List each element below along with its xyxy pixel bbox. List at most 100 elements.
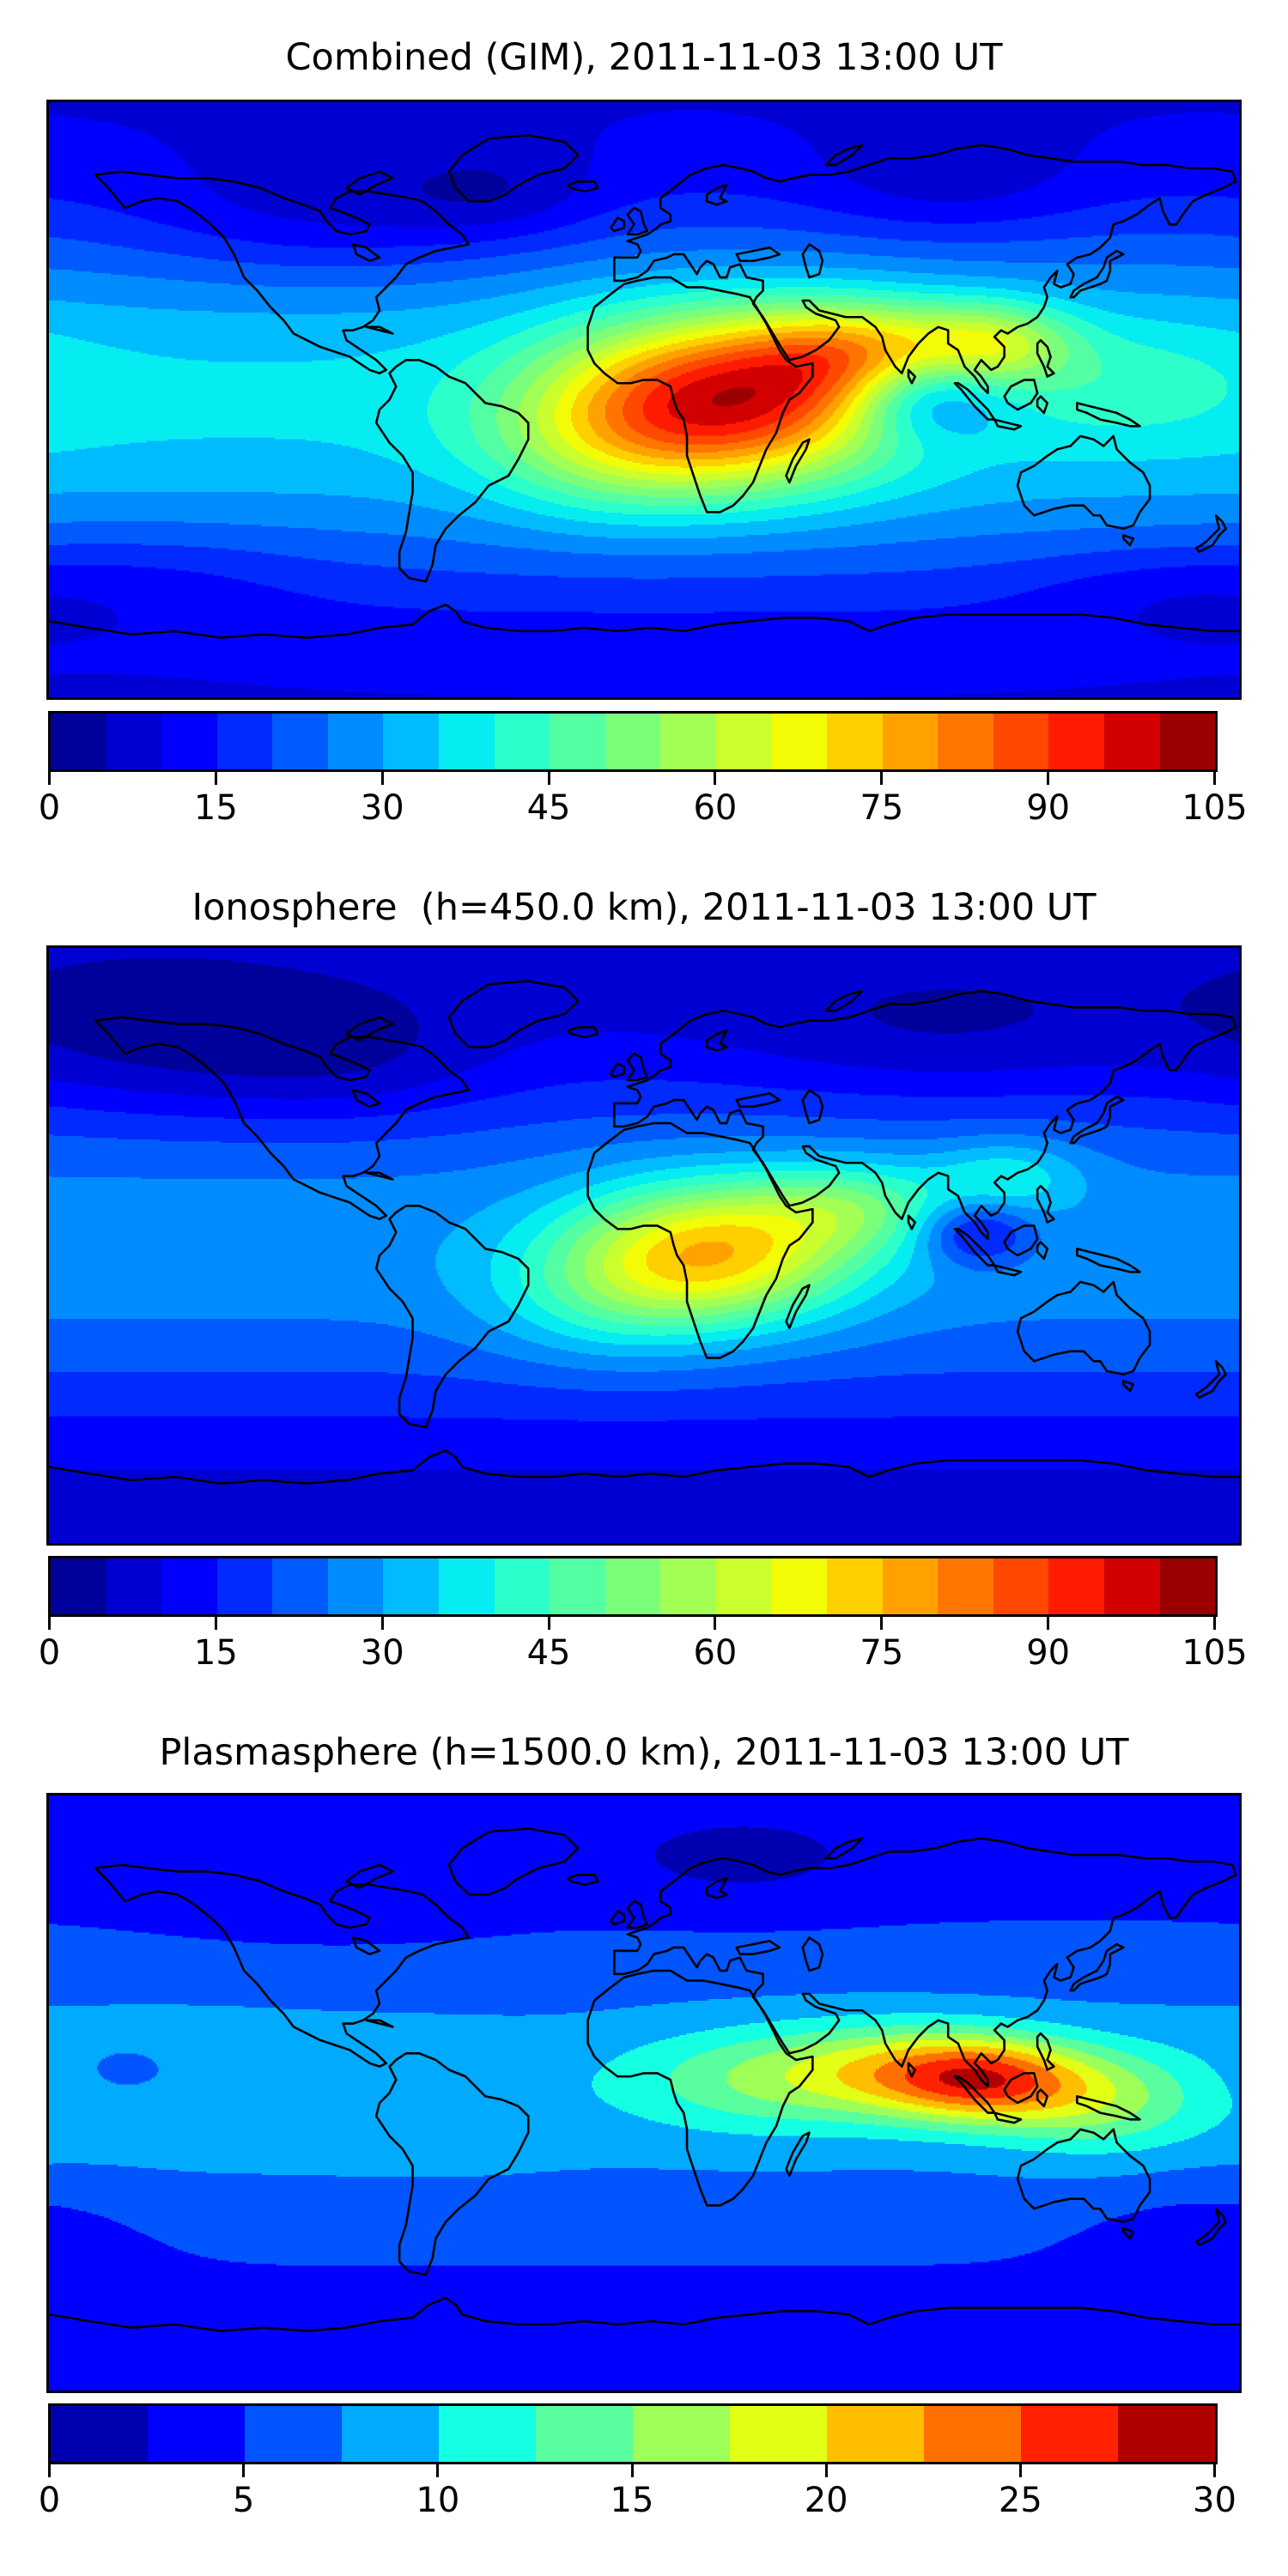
colorbar-segment [536,2406,633,2462]
coastline-baffin [347,1018,393,1041]
colorbar-segment [993,1558,1049,1614]
colorbar-segment [827,1558,883,1614]
colorbar-plasmasphere [48,2403,1218,2464]
colorbar-tickmark [214,1617,217,1630]
coastline-novaya-zemlya [826,1838,862,1858]
coastline-great-lakes [353,1091,380,1107]
colorbar-tick-label: 90 [1026,788,1071,828]
colorbar-tickmark [547,1617,550,1630]
tec-field-canvas [49,948,1239,1543]
coastline-africa [588,1971,813,2205]
coastlines-overlay [49,948,1239,1543]
colorbar-segment [272,1558,328,1614]
colorbar-tick-label: 45 [526,788,571,828]
colorbar-segment [771,1558,828,1614]
coastline-japan [1071,251,1124,297]
coastline-madagascar [787,1285,810,1328]
coastline-japan [1071,1944,1124,1990]
coastline-java [994,2113,1021,2123]
coastline-new-guinea [1077,1249,1139,1272]
colorbar-segment [1103,1558,1160,1614]
colorbar-segment [715,714,772,769]
coastline-sri-lanka [908,370,915,383]
colorbar-segment [1118,2406,1215,2462]
colorbar-tickmark [547,772,550,785]
colorbar-tickmark [48,772,51,785]
colorbar-tickmark [714,772,717,785]
colorbar-tick-label: 60 [693,1633,738,1673]
colorbar-tickmark [1213,2464,1216,2477]
coastline-sulawesi [1037,1242,1048,1259]
colorbar-tick-label: 30 [360,788,404,828]
colorbar-segment [51,714,106,769]
coastline-ireland [611,1911,624,1924]
colorbar-tickmark [1213,1617,1216,1630]
colorbar-tick-label: 15 [193,1633,238,1673]
coastline-black-sea [737,1093,780,1106]
coastline-greenland [449,136,578,202]
coastline-borneo [1005,2073,1038,2103]
colorbar-segment [1048,714,1104,769]
coastline-antarctica [49,605,1239,638]
figure-title-plasmasphere: Plasmasphere (h=1500.0 km), 2011-11-03 1… [159,1731,1129,1774]
colorbar-tick-label: 90 [1026,1633,1071,1673]
coastline-novaya-zemlya [826,991,862,1011]
coastline-north-america [95,172,469,374]
colorbar-tick-label: 15 [610,2481,654,2520]
map-panel-plasmasphere [46,1793,1242,2393]
colorbar-tick-label: 75 [860,788,904,828]
coastline-north-america [95,1018,469,1219]
colorbar-segment [993,714,1049,769]
colorbar-tick-label: 10 [416,2481,460,2520]
colorbar-tick-label: 20 [804,2481,848,2520]
colorbar-segment [148,2406,245,2462]
colorbar-tickmark [380,1617,384,1630]
coastline-philippines [1037,340,1054,376]
colorbar-tickmark [48,2464,51,2477]
colorbar-segment [771,714,828,769]
colorbar-segment [106,714,162,769]
colorbar-segment [161,1558,217,1614]
figure-title-ionosphere: Ionosphere (h=450.0 km), 2011-11-03 13:0… [191,886,1097,929]
colorbar-tickmark [1047,1617,1050,1630]
coastline-australia [1018,436,1150,529]
colorbar-segment [327,1558,384,1614]
coastline-antarctica [49,1450,1239,1484]
coastline-sumatra [955,383,994,419]
coastline-java [994,420,1021,430]
coastline-cuba [367,2020,393,2027]
coastline-australia [1018,1282,1150,1375]
coastline-novaya-zemlya [826,145,862,165]
colorbar-segment [660,714,716,769]
colorbar-segment [1103,714,1160,769]
coastline-baltic [707,1030,726,1050]
coastline-great-lakes [353,245,380,261]
coastline-tasmania [1123,535,1133,545]
coastline-borneo [1005,1225,1038,1255]
coastline-new-zealand [1196,1361,1226,1397]
coastline-new-zealand [1196,2208,1226,2245]
colorbar-segment [1021,2406,1118,2462]
coastline-africa [588,277,813,512]
coastline-new-guinea [1077,403,1139,426]
colorbar-segment [51,2406,148,2462]
colorbar-tick-label: 0 [38,2481,61,2520]
coastline-eurasia [614,145,1236,393]
colorbar-segment [1048,1558,1104,1614]
coastline-iceland [568,1027,598,1037]
tec-field-canvas [49,102,1239,697]
colorbar-segment [938,1558,993,1614]
colorbar-segment [550,1558,605,1614]
colorbar-segment [730,2406,827,2462]
colorbar-tick-label: 30 [1193,2481,1236,2520]
coastline-south-america [376,360,528,581]
colorbar-segment [715,1558,772,1614]
colorbar-segment [383,1558,440,1614]
colorbar-tick-label: 105 [1182,1633,1248,1673]
coastline-cuba [367,327,393,334]
colorbar-tickmark [714,1617,717,1630]
coastline-sulawesi [1037,397,1048,413]
coastline-iceland [568,1874,598,1885]
colorbar-segment [924,2406,1021,2462]
coastline-iceland [568,181,598,191]
